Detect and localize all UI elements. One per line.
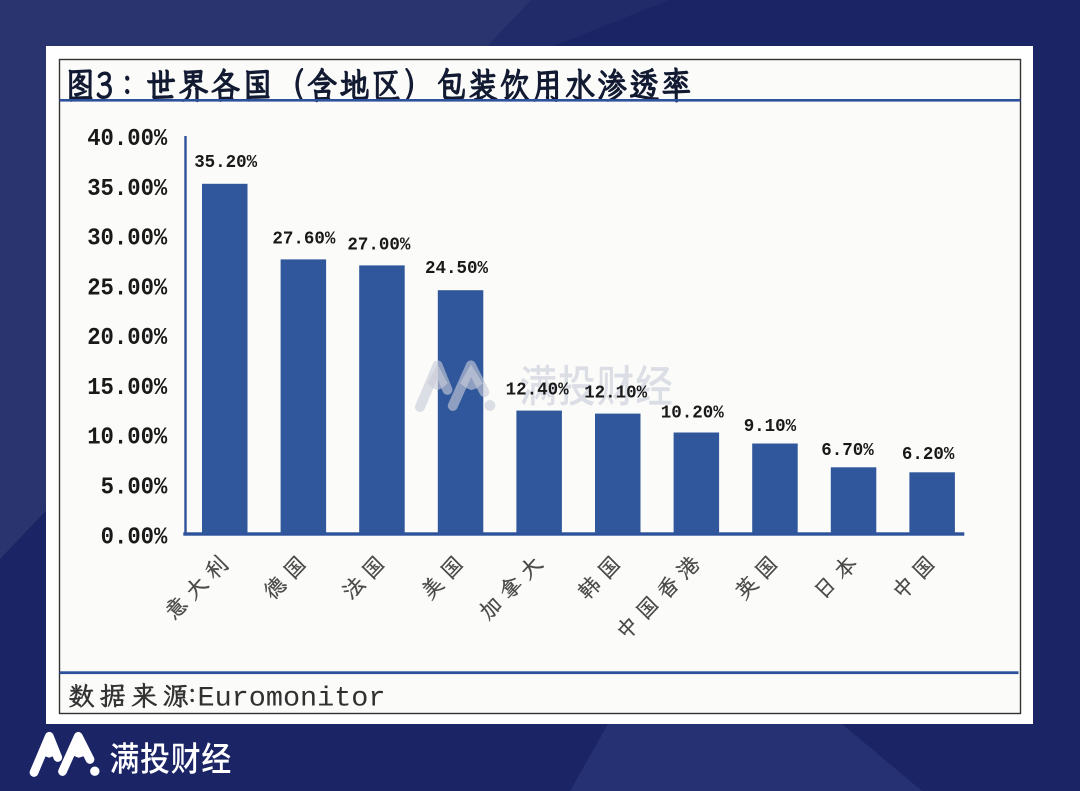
svg-text:30.00%: 30.00% (87, 226, 167, 253)
svg-text:25.00%: 25.00% (87, 276, 167, 303)
svg-text:0.00%: 0.00% (101, 524, 168, 551)
svg-text:15.00%: 15.00% (87, 375, 167, 402)
svg-text:12.40%: 12.40% (506, 380, 570, 401)
svg-text:40.00%: 40.00% (87, 126, 167, 153)
svg-text:20.00%: 20.00% (87, 325, 167, 352)
svg-text:10.20%: 10.20% (661, 403, 725, 424)
svg-text:9.10%: 9.10% (744, 416, 797, 437)
svg-text:35.20%: 35.20% (194, 152, 258, 173)
svg-text:24.50%: 24.50% (425, 258, 489, 279)
svg-text:10.00%: 10.00% (87, 425, 167, 452)
svg-text:6.20%: 6.20% (902, 444, 955, 465)
svg-text:12.10%: 12.10% (584, 383, 648, 404)
svg-text:5.00%: 5.00% (101, 475, 168, 502)
svg-text:Euromonitor: Euromonitor (198, 684, 386, 715)
svg-text:27.60%: 27.60% (272, 228, 336, 249)
svg-text:6.70%: 6.70% (821, 440, 874, 461)
svg-text:27.00%: 27.00% (347, 234, 411, 255)
svg-text:35.00%: 35.00% (87, 176, 167, 203)
